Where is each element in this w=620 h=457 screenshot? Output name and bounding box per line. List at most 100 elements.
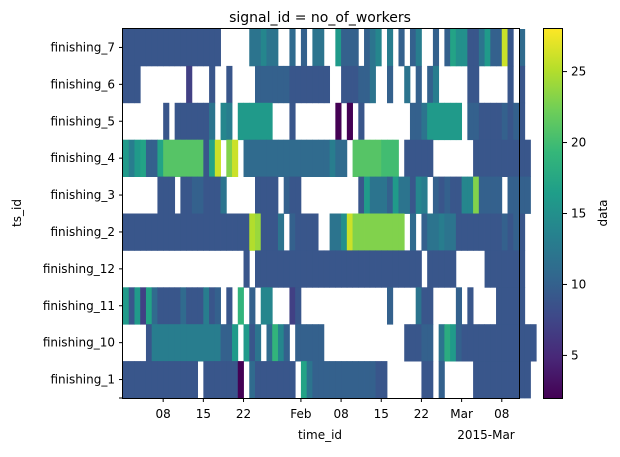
heatmap-cell (409, 29, 417, 67)
heatmap-cell (467, 102, 474, 141)
x-tick-label: 08 (156, 407, 171, 421)
heatmap-cell (409, 176, 417, 214)
heatmap-cell (501, 250, 508, 288)
heatmap-cell (358, 139, 365, 177)
heatmap-cell (519, 287, 526, 325)
heatmap-cell (478, 139, 485, 177)
heatmap-cell (174, 287, 181, 325)
heatmap-cell (318, 29, 325, 67)
heatmap-cell (323, 139, 331, 177)
x-axis-label: time_id (298, 428, 342, 442)
heatmap-cell (151, 324, 158, 362)
heatmap-cell (507, 250, 514, 288)
heatmap-cell (203, 324, 210, 362)
heatmap-cell (255, 324, 262, 362)
heatmap-cell (369, 176, 376, 214)
heatmap-cell (421, 176, 428, 214)
heatmap-cell (484, 176, 491, 214)
heatmap-cell (306, 361, 313, 399)
heatmap-cell (415, 324, 422, 362)
heatmap-cell (450, 176, 457, 214)
heatmap-cell (123, 65, 130, 104)
heatmap-cell (260, 250, 267, 288)
heatmap-cell (484, 213, 491, 251)
heatmap-cell (496, 29, 503, 67)
heatmap-cell (226, 65, 233, 104)
y-axis-label: ts_id (10, 199, 24, 227)
heatmap-cell (123, 361, 130, 399)
heatmap-cell (438, 361, 445, 399)
heatmap-cell (478, 29, 485, 67)
heatmap-cell (163, 29, 170, 67)
heatmap-cell (415, 102, 422, 141)
heatmap-cell (197, 213, 204, 251)
heatmap-cell (341, 65, 348, 104)
heatmap-cell (450, 250, 457, 288)
heatmap-cell (209, 29, 216, 67)
heatmap-cell (209, 176, 216, 214)
heatmap-cell (237, 213, 244, 251)
heatmap-cell (255, 65, 262, 104)
heatmap-cell (295, 324, 302, 362)
heatmap-cell (358, 361, 365, 399)
heatmap-cell (140, 29, 147, 67)
heatmap-cell (507, 176, 514, 214)
heatmap-cell (421, 324, 428, 362)
heatmap-cell (496, 361, 503, 399)
heatmap-cell (140, 361, 147, 399)
heatmap-cell (369, 361, 376, 399)
heatmap-cell (329, 361, 336, 399)
heatmap-cell (387, 250, 394, 288)
colorbar-tick-label: 20 (571, 136, 586, 150)
heatmap-cell (300, 213, 308, 251)
heatmap-cell (255, 102, 262, 141)
heatmap-cell (421, 102, 428, 141)
heatmap-cell (496, 213, 503, 251)
heatmap-cell (501, 324, 508, 362)
heatmap-cell (490, 102, 497, 141)
heatmap-cell (157, 176, 164, 214)
heatmap-cell (352, 213, 359, 251)
chart-title: signal_id = no_of_workers (229, 10, 411, 26)
heatmap-cell (220, 176, 227, 214)
heatmap-cell (455, 176, 463, 214)
heatmap-cell (197, 176, 204, 214)
heatmap-cell (381, 213, 388, 251)
heatmap-cell (145, 361, 153, 399)
heatmap-cell (507, 29, 514, 67)
heatmap-cell (404, 250, 411, 288)
heatmap-cell (427, 324, 434, 362)
heatmap-cell (484, 324, 491, 362)
heatmap-cell (191, 361, 199, 399)
heatmap-cell (272, 361, 279, 399)
heatmap-cell (444, 324, 451, 362)
heatmap-cell (203, 139, 210, 177)
heatmap-cell (145, 287, 153, 325)
heatmap-cell (289, 176, 296, 214)
heatmap-cell (501, 139, 508, 177)
heatmap-cell (266, 29, 273, 67)
heatmap-cell (455, 287, 463, 325)
heatmap-cell (249, 29, 256, 67)
heatmap-cell (186, 324, 193, 362)
heatmap-cell (507, 65, 514, 104)
heatmap-cell (197, 102, 204, 141)
heatmap-cell (243, 139, 250, 177)
heatmap-cell (266, 176, 273, 214)
heatmap-cell (180, 102, 187, 141)
heatmap-cell (364, 176, 371, 214)
heatmap-cell (249, 361, 256, 399)
heatmap-cell (409, 250, 417, 288)
heatmap-cell (151, 29, 158, 67)
heatmap-cell (134, 29, 141, 67)
heatmap-cell (461, 29, 468, 67)
y-tick-label: finishing_4 (50, 151, 115, 165)
heatmap-cell (478, 361, 485, 399)
heatmap-cell (409, 139, 417, 177)
heatmap-cell (232, 213, 239, 251)
heatmap-cell (300, 324, 308, 362)
heatmap-cell (203, 102, 210, 141)
y-tick-label: finishing_10 (43, 336, 115, 350)
heatmap-cell (289, 139, 296, 177)
heatmap-cell (490, 176, 497, 214)
